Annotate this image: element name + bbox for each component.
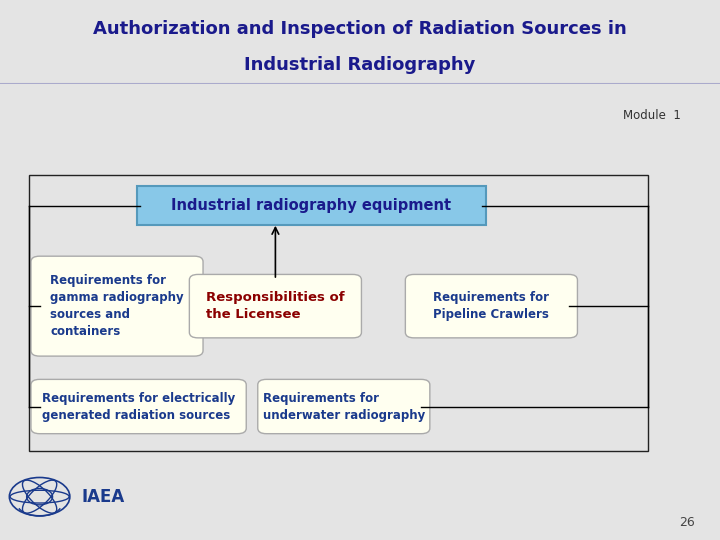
Text: Responsibilities of
the Licensee: Responsibilities of the Licensee bbox=[206, 291, 345, 321]
Text: IAEA: IAEA bbox=[81, 488, 125, 505]
Text: Industrial Radiography: Industrial Radiography bbox=[244, 56, 476, 75]
Text: Module  1: Module 1 bbox=[623, 109, 680, 122]
Text: Requirements for
Pipeline Crawlers: Requirements for Pipeline Crawlers bbox=[433, 291, 549, 321]
FancyBboxPatch shape bbox=[405, 274, 577, 338]
Text: Industrial radiography equipment: Industrial radiography equipment bbox=[171, 198, 451, 213]
Text: Requirements for
underwater radiography: Requirements for underwater radiography bbox=[263, 392, 425, 422]
Text: Authorization and Inspection of Radiation Sources in: Authorization and Inspection of Radiatio… bbox=[93, 21, 627, 38]
Text: Requirements for electrically
generated radiation sources: Requirements for electrically generated … bbox=[42, 392, 235, 422]
Text: 26: 26 bbox=[679, 516, 695, 529]
Text: Requirements for
gamma radiography
sources and
containers: Requirements for gamma radiography sourc… bbox=[50, 274, 184, 338]
FancyBboxPatch shape bbox=[189, 274, 361, 338]
FancyBboxPatch shape bbox=[258, 380, 430, 434]
FancyBboxPatch shape bbox=[137, 186, 486, 225]
FancyBboxPatch shape bbox=[31, 380, 246, 434]
FancyBboxPatch shape bbox=[31, 256, 203, 356]
